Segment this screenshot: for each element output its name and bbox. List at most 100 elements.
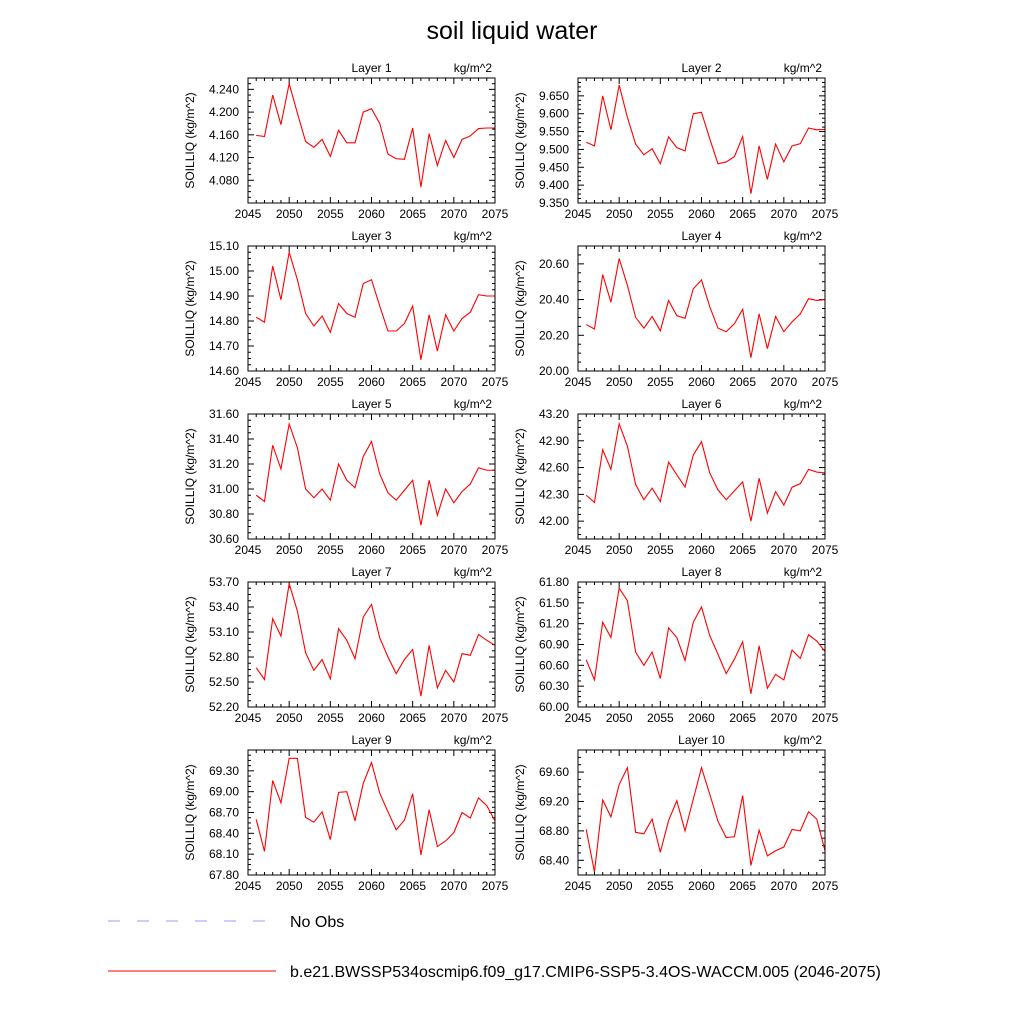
panel-8-xtick-label: 2060 <box>688 711 715 725</box>
panel-5-xtick-label: 2075 <box>482 543 509 557</box>
panel-3-xtick-label: 2060 <box>358 375 385 389</box>
panel-4: Layer 4 kg/m^2 SOILLIQ (kg/m^2) 2045 2050 205… <box>513 229 839 389</box>
panel-4-ytick-label: 20.60 <box>539 257 569 271</box>
panel-7-ylabel: SOILLIQ (kg/m^2) <box>183 596 197 692</box>
panel-7-ytick-label: 52.50 <box>209 675 239 689</box>
panel-6-frame <box>577 413 826 540</box>
panel-10-ytick-label: 68.80 <box>539 824 569 838</box>
panel-7-title: Layer 7 <box>351 565 391 579</box>
panel-1-series-line <box>256 83 495 188</box>
panel-8-ytick-label: 61.80 <box>539 575 569 589</box>
panel-10-xtick-label: 2060 <box>688 879 715 893</box>
panel-9-xtick-label: 2045 <box>235 879 262 893</box>
panel-1-frame <box>247 77 496 204</box>
panel-6-xtick-label: 2060 <box>688 543 715 557</box>
panel-1-ytick-label: 4.200 <box>209 105 239 119</box>
panel-1-ytick-label: 4.120 <box>209 151 239 165</box>
panel-6-series-line <box>585 421 826 522</box>
panel-1-xtick-label: 2070 <box>440 207 467 221</box>
panel-3-units: kg/m^2 <box>454 229 493 243</box>
panel-7-xtick-label: 2075 <box>482 711 509 725</box>
panel-2-ytick-label: 9.400 <box>539 178 569 192</box>
panel-5-xtick-label: 2070 <box>440 543 467 557</box>
panel-5-title: Layer 5 <box>351 397 391 411</box>
panel-9-ytick-label: 69.00 <box>209 785 239 799</box>
panel-8-ytick-label: 60.30 <box>539 679 569 693</box>
panel-8: Layer 8 kg/m^2 SOILLIQ (kg/m^2) 2045 2050 205… <box>513 565 839 725</box>
panel-6-xtick-label: 2075 <box>812 543 839 557</box>
panel-5-ytick-label: 31.60 <box>209 407 239 421</box>
panel-7-xtick-label: 2060 <box>358 711 385 725</box>
panel-8-ytick-label: 60.00 <box>539 700 569 714</box>
panel-2-xtick-label: 2055 <box>647 207 674 221</box>
panel-9-xtick-label: 2065 <box>399 879 426 893</box>
panel-1-ytick-label: 4.080 <box>209 173 239 187</box>
panel-4-xtick-label: 2060 <box>688 375 715 389</box>
panel-10-xtick-label: 2065 <box>729 879 756 893</box>
panel-6-xtick-label: 2065 <box>729 543 756 557</box>
panel-3-ylabel: SOILLIQ (kg/m^2) <box>183 260 197 356</box>
panel-2: Layer 2 kg/m^2 SOILLIQ (kg/m^2) 2045 2050 205… <box>513 61 839 221</box>
panel-3: Layer 3 kg/m^2 SOILLIQ (kg/m^2) 2045 2050 205… <box>183 229 509 389</box>
figure-title: soil liquid water <box>427 17 598 45</box>
panel-10-xtick-label: 2070 <box>770 879 797 893</box>
panel-1-xtick-label: 2060 <box>358 207 385 221</box>
panel-9-ytick-label: 68.40 <box>209 826 239 840</box>
panel-6-xtick-label: 2050 <box>606 543 633 557</box>
panel-2-units: kg/m^2 <box>784 61 823 75</box>
panel-3-ytick-label: 14.60 <box>209 364 239 378</box>
panel-2-frame <box>577 77 826 204</box>
panel-8-ytick-label: 60.90 <box>539 638 569 652</box>
panel-1-ytick-label: 4.160 <box>209 128 239 142</box>
panel-2-xtick-label: 2050 <box>606 207 633 221</box>
panel-6-units: kg/m^2 <box>784 397 823 411</box>
panel-7-ytick-label: 53.70 <box>209 575 239 589</box>
panel-8-frame <box>577 581 826 708</box>
panel-6-ytick-label: 42.90 <box>539 434 569 448</box>
panel-10-xtick-label: 2075 <box>812 879 839 893</box>
panel-7-units: kg/m^2 <box>454 565 493 579</box>
panel-9-frame <box>247 749 496 876</box>
panel-8-xtick-label: 2055 <box>647 711 674 725</box>
panel-9-xtick-label: 2070 <box>440 879 467 893</box>
panel-6-ytick-label: 42.60 <box>539 461 569 475</box>
panel-8-xtick-label: 2050 <box>606 711 633 725</box>
panel-10-xtick-label: 2045 <box>565 879 592 893</box>
panel-6: Layer 6 kg/m^2 SOILLIQ (kg/m^2) 2045 2050 205… <box>513 397 839 557</box>
panel-3-ytick-label: 15.00 <box>209 264 239 278</box>
panel-9-units: kg/m^2 <box>454 733 493 747</box>
panel-5-ytick-label: 30.80 <box>209 507 239 521</box>
panel-10-ytick-label: 69.60 <box>539 765 569 779</box>
panel-5-units: kg/m^2 <box>454 397 493 411</box>
panel-5-ytick-label: 31.00 <box>209 482 239 496</box>
panel-10-xtick-label: 2055 <box>647 879 674 893</box>
panel-3-ytick-label: 14.80 <box>209 314 239 328</box>
panel-5-ytick-label: 31.20 <box>209 457 239 471</box>
panel-5-frame <box>247 413 496 540</box>
panel-2-xtick-label: 2065 <box>729 207 756 221</box>
panel-6-ylabel: SOILLIQ (kg/m^2) <box>513 428 527 524</box>
panel-9-ytick-label: 68.10 <box>209 847 239 861</box>
panel-4-xtick-label: 2075 <box>812 375 839 389</box>
panel-2-xtick-label: 2070 <box>770 207 797 221</box>
panel-2-ytick-label: 9.450 <box>539 160 569 174</box>
panel-6-xtick-label: 2055 <box>647 543 674 557</box>
panel-9-ylabel: SOILLIQ (kg/m^2) <box>183 764 197 860</box>
panel-4-xtick-label: 2070 <box>770 375 797 389</box>
panel-10-series-line <box>585 765 826 873</box>
panel-3-xtick-label: 2075 <box>482 375 509 389</box>
panel-10-units: kg/m^2 <box>784 733 823 747</box>
panel-10-xtick-label: 2050 <box>606 879 633 893</box>
panel-7-ytick-label: 52.80 <box>209 650 239 664</box>
panel-2-ytick-label: 9.500 <box>539 142 569 156</box>
panel-10-ylabel: SOILLIQ (kg/m^2) <box>513 764 527 860</box>
panel-4-title: Layer 4 <box>681 229 721 243</box>
panel-1-xtick-label: 2065 <box>399 207 426 221</box>
panel-10-title: Layer 10 <box>678 733 725 747</box>
panel-9-ytick-label: 67.80 <box>209 868 239 882</box>
panel-5-xtick-label: 2065 <box>399 543 426 557</box>
panel-6-xtick-label: 2045 <box>565 543 592 557</box>
panel-3-series-line <box>255 252 495 360</box>
panel-5-ylabel: SOILLIQ (kg/m^2) <box>183 428 197 524</box>
